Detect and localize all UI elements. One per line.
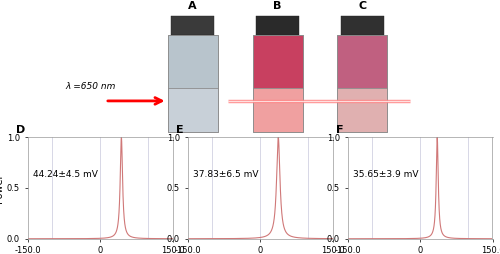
FancyBboxPatch shape [338,35,388,88]
Text: C: C [358,1,366,11]
Text: 35.65±3.9 mV: 35.65±3.9 mV [354,170,419,179]
Text: F: F [336,125,344,135]
FancyBboxPatch shape [168,35,218,88]
FancyBboxPatch shape [168,88,218,132]
Y-axis label: Power: Power [0,173,4,203]
Text: B: B [274,1,281,11]
Text: λ =650 nm: λ =650 nm [65,83,116,91]
Text: 44.24±4.5 mV: 44.24±4.5 mV [34,170,98,179]
Text: A: A [188,1,197,11]
Bar [338,35,388,132]
FancyBboxPatch shape [252,35,302,88]
FancyBboxPatch shape [252,88,302,132]
Bar [171,16,214,35]
Bar [252,35,302,132]
Bar [168,35,218,132]
FancyBboxPatch shape [338,88,388,132]
Text: E: E [176,125,184,135]
Bar [256,16,299,35]
Text: D: D [16,125,25,135]
Bar [341,16,384,35]
Text: 37.83±6.5 mV: 37.83±6.5 mV [194,170,259,179]
